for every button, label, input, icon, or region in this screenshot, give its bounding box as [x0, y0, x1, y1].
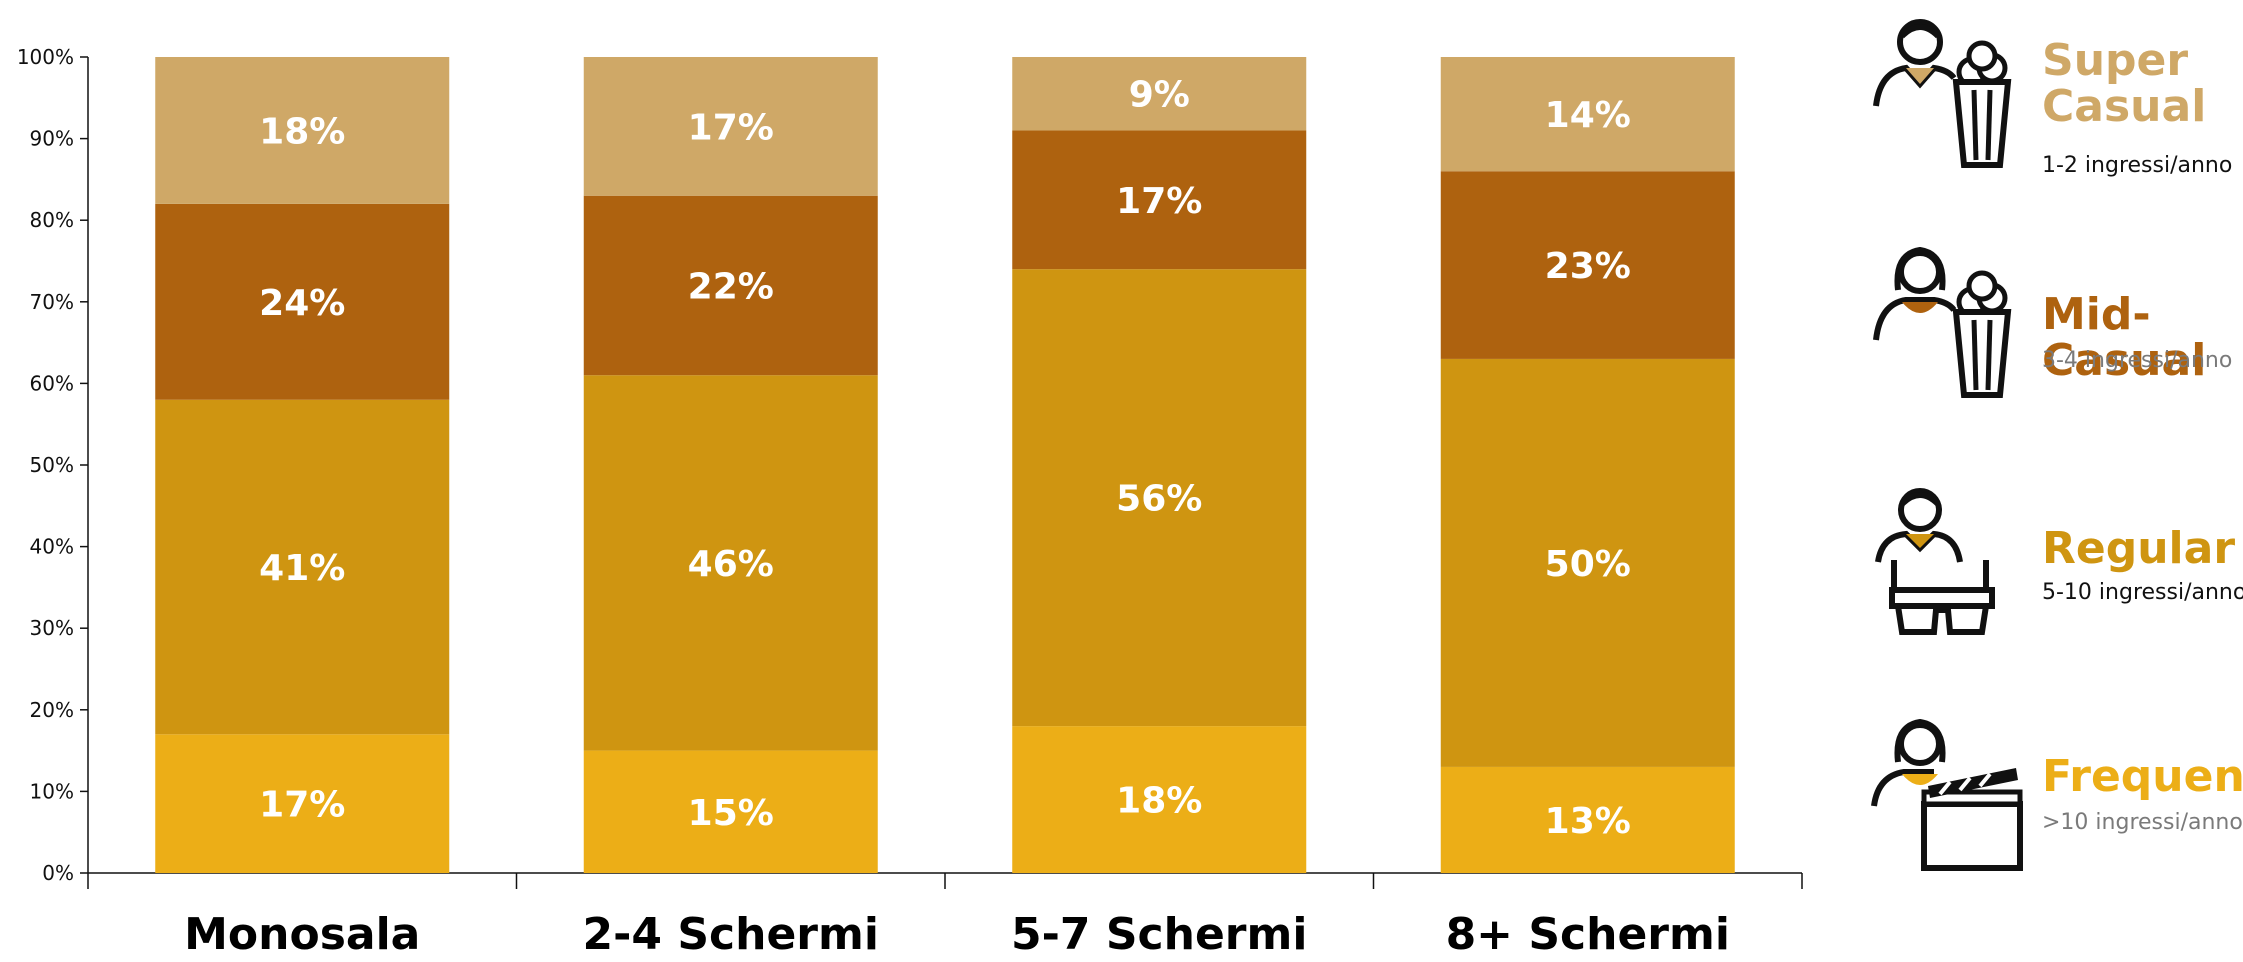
- legend-label: Super Casual: [2042, 35, 2207, 132]
- bar-segment: [1440, 171, 1735, 359]
- legend-description: 5-10 ingressi/anno: [2042, 580, 2243, 605]
- stacked-bar-chart: 0% 10% 20% 30% 40% 50% 60% 70% 80% 90% 100% 17% 41%…: [17, 45, 1803, 960]
- woman-clapperboard-icon: [1871, 718, 2023, 871]
- data-label: 17%: [259, 785, 345, 826]
- bar-segment: [1440, 766, 1735, 873]
- bar-segment: [155, 203, 450, 400]
- y-tick-label: 10%: [30, 779, 74, 803]
- data-label: 13%: [1545, 801, 1631, 842]
- bar-segment: [1440, 57, 1735, 172]
- legend-item-frequent: Frequent >10 ingressi/anno: [1868, 712, 2243, 872]
- y-tick-label: 70%: [30, 290, 74, 314]
- data-label: 24%: [259, 283, 345, 324]
- bar-segment: [1440, 358, 1735, 767]
- data-label: 23%: [1545, 246, 1631, 287]
- bar-segment: [155, 399, 450, 735]
- y-tick-label: 90%: [30, 127, 74, 151]
- bar-segment: [1012, 726, 1307, 873]
- data-label: 14%: [1545, 95, 1631, 136]
- labels: 17% 41% 24% 18% Monosala 15% 46% 22% 17% 2-4 Sche…: [184, 75, 1730, 960]
- data-label: 15%: [688, 793, 774, 834]
- data-label: 18%: [259, 111, 345, 152]
- data-label: 17%: [1116, 181, 1202, 222]
- legend-description: >10 ingressi/anno: [2042, 810, 2243, 835]
- data-label: 9%: [1129, 75, 1190, 116]
- bar-segment: [583, 57, 878, 196]
- y-tick-label: 50%: [30, 453, 74, 477]
- data-label: 50%: [1545, 544, 1631, 585]
- bar-segment: [1012, 130, 1307, 270]
- legend-description: 3-4 ingressi/anno: [2042, 348, 2233, 373]
- data-label: 46%: [688, 544, 774, 585]
- bar-segment: [155, 734, 450, 873]
- y-tick-label: 40%: [30, 535, 74, 559]
- y-tick-label: 0%: [42, 861, 74, 885]
- data-label: 22%: [688, 266, 774, 307]
- legend-item-mid-casual: Mid-Casual 3-4 ingressi/anno: [1868, 240, 2238, 400]
- legend-item-super-casual: Super Casual 1-2 ingressi/anno: [1868, 10, 2238, 178]
- bars: [155, 57, 1735, 873]
- category-label: 2-4 Schermi: [583, 909, 879, 960]
- data-label: 17%: [688, 107, 774, 148]
- data-label: 41%: [259, 548, 345, 589]
- bar-segment: [155, 57, 450, 204]
- bar-segment: [1012, 269, 1307, 727]
- y-tick-label: 80%: [30, 208, 74, 232]
- data-label: 18%: [1116, 781, 1202, 822]
- legend-item-regular: Regular 5-10 ingressi/anno: [1868, 480, 2243, 640]
- bar-segment: [583, 195, 878, 376]
- category-label: Monosala: [184, 909, 420, 960]
- bar-segment: [1012, 57, 1307, 131]
- legend-label: Mid-Casual: [2042, 289, 2207, 386]
- woman-popcorn-icon: [1873, 246, 2012, 398]
- y-tick-label: 100%: [17, 45, 74, 69]
- bar-segment: [583, 750, 878, 873]
- y-tick-label: 60%: [30, 371, 74, 395]
- legend-description: 1-2 ingressi/anno: [2042, 153, 2233, 178]
- y-tick-label: 30%: [30, 616, 74, 640]
- category-label: 5-7 Schermi: [1011, 909, 1307, 960]
- man-popcorn-icon: [1873, 19, 2012, 168]
- legend-label: Regular: [2042, 523, 2236, 574]
- bar-segment: [583, 375, 878, 751]
- y-tick-label: 20%: [30, 698, 74, 722]
- man-3d-glasses-icon: [1875, 488, 1995, 635]
- data-label: 56%: [1116, 479, 1202, 520]
- category-label: 8+ Schermi: [1446, 909, 1730, 960]
- legend-label: Frequent: [2042, 751, 2243, 802]
